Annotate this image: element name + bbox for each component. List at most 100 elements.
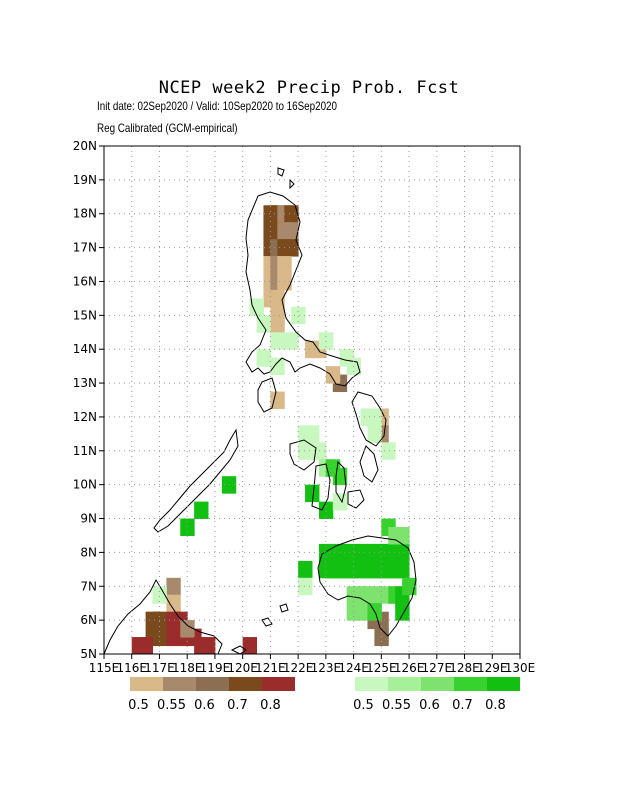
coastline-borneo: [103, 578, 223, 655]
dry-cell: [166, 577, 181, 596]
dry-legend-label: 0.6: [194, 698, 215, 713]
lat-tick-label: 10N: [73, 478, 97, 492]
lon-tick-label: 115E: [89, 661, 120, 675]
lon-tick-label: 129E: [477, 661, 508, 675]
lat-tick-label: 14N: [73, 342, 97, 356]
wet-cell: [353, 603, 368, 621]
wet-cell: [270, 357, 285, 376]
wet-cell: [194, 501, 209, 520]
coastline-sulu: [230, 603, 289, 655]
wet-cell: [256, 349, 271, 367]
wet-cell: [180, 518, 195, 536]
wet-legend-swatch: [454, 677, 487, 691]
dry-cell: [284, 222, 299, 240]
dry-legend-swatch: [196, 677, 229, 691]
map-frame: [103, 145, 521, 655]
lon-tick-label: 120E: [227, 661, 258, 675]
lat-tick-label: 6N: [80, 613, 97, 627]
coastline-samar: [351, 391, 387, 447]
lat-tick-label: 12N: [73, 410, 97, 424]
wet-cell: [305, 484, 320, 503]
wet-cell: [249, 298, 264, 316]
dry-legend-label: 0.7: [227, 698, 248, 713]
lon-tick-label: 124E: [338, 661, 369, 675]
legends: 0.5 0.55 0.6 0.7 0.8 0.5 0.55 0.6 0.7 0.8: [128, 677, 520, 713]
coastline-negros: [311, 463, 331, 511]
lon-tick-label: 116E: [116, 661, 147, 675]
coastline: [103, 167, 417, 655]
coastline-luzon: [245, 191, 361, 387]
coastline-bohol: [347, 489, 365, 509]
lat-tick-label: 20N: [73, 139, 97, 153]
dry-cell: [166, 594, 181, 613]
wet-cell: [367, 586, 382, 604]
dry-legend-swatch: [262, 677, 295, 691]
wet-cell: [291, 306, 306, 325]
wet-cell: [381, 442, 396, 460]
lon-tick-label: 127E: [422, 661, 453, 675]
dry-legend-label: 0.55: [157, 698, 186, 713]
dry-legend: 0.5 0.55 0.6 0.7 0.8: [128, 677, 295, 713]
wet-legend-label: 0.6: [419, 698, 440, 713]
lat-tick-label: 8N: [80, 545, 97, 559]
lat-tick-label: 19N: [73, 173, 97, 187]
lon-tick-label: 130E: [505, 661, 536, 675]
coastline-cebu: [335, 460, 347, 504]
dry-legend-swatch: [130, 677, 163, 691]
wet-cell: [284, 332, 299, 350]
wet-legend-label: 0.8: [485, 698, 506, 713]
lat-tick-label: 18N: [73, 207, 97, 221]
wet-cell: [270, 332, 285, 350]
dry-cell: [270, 391, 285, 409]
wet-legend-swatch: [487, 677, 520, 691]
probability-cells: [131, 205, 417, 655]
dry-cell: [242, 637, 258, 655]
wet-cell: [256, 315, 271, 333]
dry-legend-label: 0.8: [260, 698, 281, 713]
dry-legend-swatch: [229, 677, 262, 691]
dry-cell: [284, 239, 299, 257]
wet-legend-label: 0.55: [382, 698, 411, 713]
lat-tick-label: 5N: [80, 647, 97, 661]
wet-cell: [298, 560, 313, 579]
lon-tick-label: 122E: [283, 661, 314, 675]
wet-legend: 0.5 0.55 0.6 0.7 0.8: [353, 677, 520, 713]
axis-ticks: 20N 19N 18N 17N 16N 15N 14N 13N 12N 11N 10N 9N 8N 7N 6…: [73, 139, 536, 675]
wet-cell: [395, 527, 410, 545]
coastline-batanes: [277, 167, 295, 190]
dry-legend-swatch: [163, 677, 196, 691]
dry-cell: [270, 306, 285, 325]
lon-tick-label: 123E: [311, 661, 342, 675]
dry-cell: [284, 205, 299, 223]
coastline-mindanao: [317, 535, 417, 637]
method-subtitle: Reg Calibrated (GCM-empirical): [97, 121, 238, 135]
lon-tick-label: 128E: [449, 661, 480, 675]
wet-legend-label: 0.5: [353, 698, 374, 713]
wet-cell: [318, 501, 334, 520]
init-valid-subtitle: Init date: 02Sep2020 / Valid: 10Sep2020 …: [97, 99, 338, 113]
wet-cell: [367, 425, 382, 443]
wet-cell: [395, 560, 410, 579]
wet-cell: [152, 586, 167, 604]
coastline-mindoro: [257, 377, 277, 413]
lat-tick-label: 13N: [73, 376, 97, 390]
coastline-panay: [289, 439, 317, 471]
wet-cell: [318, 332, 334, 350]
dry-cell: [152, 628, 167, 647]
dry-cell: [325, 366, 341, 384]
dry-cell: [277, 256, 292, 274]
dry-cell: [180, 620, 195, 638]
wet-cell: [332, 493, 348, 511]
lat-tick-label: 16N: [73, 274, 97, 288]
lat-tick-label: 17N: [73, 241, 97, 255]
wet-legend-label: 0.7: [452, 698, 473, 713]
dry-cell: [201, 637, 216, 655]
map-title: NCEP week2 Precip Prob. Fcst: [158, 78, 460, 98]
lon-tick-label: 125E: [366, 661, 397, 675]
wet-legend-swatch: [421, 677, 454, 691]
coastline-palawan: [153, 428, 239, 533]
lon-tick-label: 117E: [144, 661, 175, 675]
wet-cell: [395, 543, 410, 562]
lat-tick-label: 7N: [80, 579, 97, 593]
